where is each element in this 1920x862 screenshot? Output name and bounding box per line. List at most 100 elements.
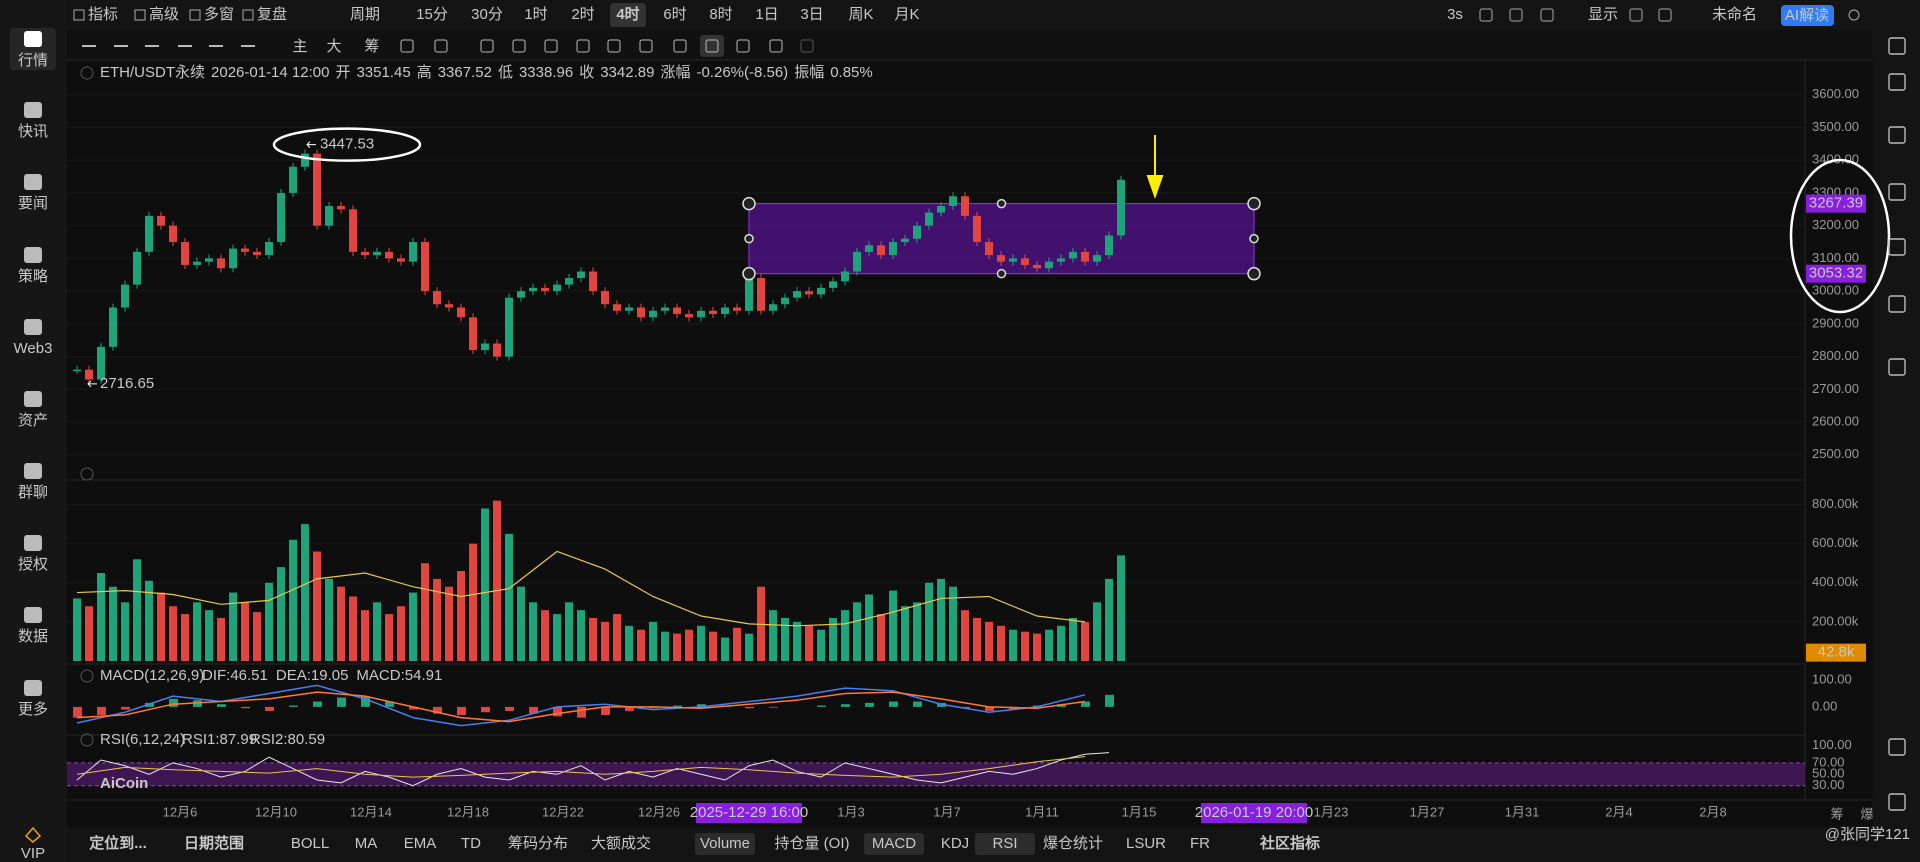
nav-label[interactable]: 行情 xyxy=(18,52,48,69)
tool-icon[interactable] xyxy=(576,39,590,53)
side-icon[interactable] xyxy=(1888,358,1906,376)
menu-item[interactable]: 多窗 xyxy=(204,5,234,23)
nav-icon[interactable] xyxy=(24,31,42,47)
tool-icon[interactable] xyxy=(607,39,621,53)
nav-label[interactable]: 群聊 xyxy=(18,484,48,501)
indicator-tag[interactable]: 主 xyxy=(292,38,307,55)
panel-toggle[interactable] xyxy=(80,669,94,683)
range-handle[interactable] xyxy=(1249,233,1259,244)
vip-label[interactable]: VIP xyxy=(21,845,45,862)
menu-item[interactable]: 高级 xyxy=(149,6,179,23)
nav-label[interactable]: Web3 xyxy=(14,340,53,357)
nav-label[interactable]: 数据 xyxy=(18,628,48,645)
bottom-tab[interactable]: 筹码分布 xyxy=(508,835,568,852)
period-label[interactable]: 周期 xyxy=(350,6,380,23)
period-item[interactable]: 4时 xyxy=(616,6,639,23)
period-item[interactable]: 周K xyxy=(848,6,873,23)
range-handle[interactable] xyxy=(744,233,754,244)
axis-corner[interactable]: 筹 xyxy=(1830,806,1843,821)
panel-toggle[interactable] xyxy=(80,66,94,80)
range-handle[interactable] xyxy=(1247,266,1261,281)
tool-icon[interactable] xyxy=(673,39,687,53)
panel-toggle[interactable] xyxy=(80,467,94,481)
tool-icon[interactable] xyxy=(1629,8,1643,22)
panel-toggle[interactable] xyxy=(80,733,94,747)
bottom-tab[interactable]: KDJ xyxy=(941,835,969,852)
bottom-tab[interactable]: FR xyxy=(1190,835,1210,852)
nav-icon[interactable] xyxy=(24,680,42,696)
side-icon[interactable] xyxy=(1888,73,1906,91)
tool-icon[interactable] xyxy=(1509,8,1523,22)
nav-label[interactable]: 授权 xyxy=(18,556,48,573)
bottom-tab[interactable]: MA xyxy=(355,835,378,852)
tool-icon[interactable] xyxy=(1658,8,1672,22)
nav-icon[interactable] xyxy=(24,391,42,407)
side-icon[interactable] xyxy=(1888,126,1906,144)
ai-bg[interactable] xyxy=(1781,5,1834,26)
bottom-tab[interactable]: EMA xyxy=(404,835,437,852)
period-item[interactable]: 30分 xyxy=(471,6,503,23)
indicator-tag[interactable]: 大 xyxy=(326,38,341,55)
period-item[interactable]: 2时 xyxy=(571,6,594,23)
range-handle[interactable] xyxy=(742,196,756,211)
side-icon[interactable] xyxy=(1888,238,1906,256)
bottom-tab[interactable]: 持仓量 (OI) xyxy=(775,835,850,852)
side-icon[interactable] xyxy=(1888,183,1906,201)
tool-icon[interactable] xyxy=(1540,8,1554,22)
tool-icon[interactable] xyxy=(800,39,814,53)
axis-corner[interactable]: 爆 xyxy=(1860,806,1873,821)
display[interactable]: 显示 xyxy=(1588,6,1618,23)
range-handle[interactable] xyxy=(742,266,756,281)
bottom-tab[interactable]: 大额成交 xyxy=(591,834,651,852)
bottom-tab[interactable]: 社区指标 xyxy=(1259,834,1320,852)
indicator-tag[interactable]: 筹 xyxy=(364,38,379,55)
menu-item[interactable]: 复盘 xyxy=(257,5,287,23)
share-icon[interactable] xyxy=(1848,9,1860,21)
range-handle[interactable] xyxy=(996,268,1007,279)
bottom-tab[interactable]: RSI xyxy=(992,835,1017,852)
nav-label[interactable]: 快讯 xyxy=(18,123,48,140)
bottom-tab[interactable]: Volume xyxy=(700,835,750,852)
bottom-tab[interactable]: MACD xyxy=(872,835,916,852)
nav-icon[interactable] xyxy=(24,463,42,479)
range-handle[interactable] xyxy=(1247,196,1261,211)
nav-icon[interactable] xyxy=(24,319,42,335)
tool-icon[interactable] xyxy=(1479,8,1493,22)
tool-icon[interactable] xyxy=(736,39,750,53)
side-icon[interactable] xyxy=(1888,793,1906,811)
tool-icon[interactable] xyxy=(434,39,448,53)
nav-icon[interactable] xyxy=(24,174,42,190)
side-icon[interactable] xyxy=(1888,37,1906,55)
nav-label[interactable]: 更多 xyxy=(18,701,48,718)
bottom-tab[interactable]: TD xyxy=(461,835,481,852)
range-handle[interactable] xyxy=(996,198,1007,209)
period-item[interactable]: 3日 xyxy=(800,6,823,23)
nav-label[interactable]: 策略 xyxy=(18,268,48,285)
bottom-tab[interactable]: 日期范围 xyxy=(184,834,244,852)
period-item[interactable]: 1日 xyxy=(755,6,778,23)
bottom-tab[interactable]: 定位到... xyxy=(89,834,147,852)
side-icon[interactable] xyxy=(1888,295,1906,313)
bottom-tab[interactable]: BOLL xyxy=(291,835,329,852)
nav-icon[interactable] xyxy=(24,607,42,623)
tool-icon[interactable] xyxy=(400,39,414,53)
menu-item[interactable]: 指标 xyxy=(88,6,118,23)
period-item[interactable]: 8时 xyxy=(709,6,732,23)
layout-name[interactable]: 未命名 xyxy=(1712,5,1757,23)
nav-icon[interactable] xyxy=(24,247,42,263)
period-item[interactable]: 6时 xyxy=(663,6,686,23)
period-item[interactable]: 1时 xyxy=(524,6,547,23)
tool-icon[interactable] xyxy=(544,39,558,53)
tool-icon[interactable] xyxy=(639,39,653,53)
nav-icon[interactable] xyxy=(24,102,42,118)
tool-icon[interactable] xyxy=(480,39,494,53)
tool-icon[interactable] xyxy=(705,39,719,53)
ai-button[interactable]: AI解读 xyxy=(1785,7,1829,24)
refresh[interactable]: 3s xyxy=(1447,6,1463,23)
bottom-tab[interactable]: 爆仓统计 xyxy=(1043,835,1103,852)
bottom-tab[interactable]: LSUR xyxy=(1126,835,1166,852)
nav-label[interactable]: 要闻 xyxy=(18,195,48,212)
tool-icon[interactable] xyxy=(769,39,783,53)
side-icon[interactable] xyxy=(1888,738,1906,756)
nav-label[interactable]: 资产 xyxy=(18,412,48,429)
